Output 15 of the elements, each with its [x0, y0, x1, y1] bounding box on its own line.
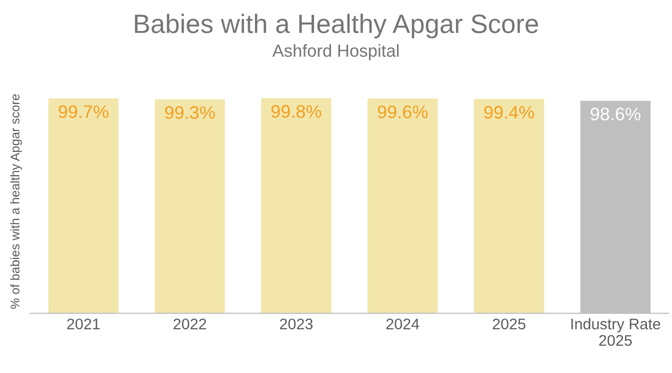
data-label: 98.6%: [590, 108, 640, 120]
y-axis-title: % of babies with a healthy Apgar score: [10, 94, 22, 309]
x-tick-label: 2023: [280, 318, 313, 330]
data-label: 99.3%: [165, 106, 215, 119]
x-tick-label: 2022: [174, 318, 206, 330]
data-label: 99.4%: [484, 106, 534, 119]
x-tick-label: 2024: [386, 318, 420, 330]
chart-title: Babies with a Healthy Apgar Score: [135, 14, 538, 38]
x-tick-label: 2025: [492, 318, 526, 330]
x-tick-label: Industry Rate 2025: [571, 318, 660, 346]
data-label: 99.7%: [58, 105, 108, 118]
data-label: 99.6%: [378, 105, 428, 118]
chart-subtitle: Ashford Hospital: [272, 44, 399, 60]
x-tick-label: 2021: [67, 318, 100, 330]
data-label: 99.8%: [271, 105, 322, 118]
